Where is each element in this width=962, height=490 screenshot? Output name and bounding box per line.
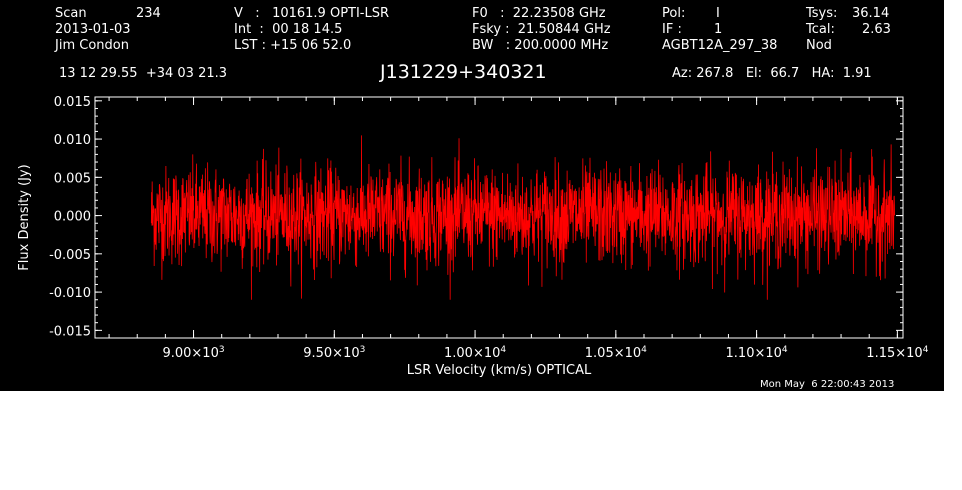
y-axis-label: Flux Density (Jy) xyxy=(17,164,32,270)
x-tick-label: 9.50×103 xyxy=(303,345,365,361)
y-tick-label: 0.015 xyxy=(54,95,91,110)
y-tick-label: -0.015 xyxy=(49,324,91,339)
plot-area: 0.015 0.010 0.005 0.000 -0.005 -0.010 -0.015 9.… xyxy=(17,95,929,378)
x-tick-label: 1.05×104 xyxy=(585,345,647,361)
tcal-value: 2.63 xyxy=(862,22,891,37)
tsys-label: Tsys: xyxy=(806,6,838,21)
y-tick-label: -0.005 xyxy=(49,248,91,263)
plot-frame xyxy=(94,96,904,339)
pol-label: Pol: xyxy=(662,6,686,21)
observer-text: Jim Condon xyxy=(55,38,129,53)
tsys-value: 36.14 xyxy=(852,6,890,21)
y-tick-label: 0.005 xyxy=(54,171,91,186)
spectrum-line xyxy=(150,135,895,300)
tcal-label: Tcal: xyxy=(806,22,835,37)
az-el-ha-text: Az: 267.8 El: 66.7 HA: 1.91 xyxy=(672,66,872,81)
plot-panel: Scan 234 2013-01-03 Jim Condon V : 10161… xyxy=(0,0,944,391)
if-value: 1 xyxy=(714,22,723,37)
timestamp-text: Mon May 6 22:00:43 2013 xyxy=(760,379,895,390)
y-tick-label: 0.000 xyxy=(54,210,91,225)
integration-text: Int : 00 18 14.5 xyxy=(234,22,343,37)
f0-text: F0 : 22.23508 GHz xyxy=(472,6,606,21)
y-tick-label: 0.010 xyxy=(54,133,91,148)
velocity-text: V : 10161.9 OPTI-LSR xyxy=(234,6,390,21)
lst-text: LST : +15 06 52.0 xyxy=(234,38,352,53)
coordinates-text: 13 12 29.55 +34 03 21.3 xyxy=(59,66,228,81)
if-label: IF : xyxy=(662,22,682,37)
x-tick-label: 1.10×104 xyxy=(726,345,788,361)
source-title: J131229+340321 xyxy=(380,61,547,83)
x-tick-label: 9.00×103 xyxy=(162,345,224,361)
y-tick-label: -0.010 xyxy=(49,286,91,301)
x-tick-label: 1.15×104 xyxy=(866,345,928,361)
spectrum-chart: 0.015 0.010 0.005 0.000 -0.005 -0.010 -0.015 9.… xyxy=(17,95,929,378)
x-tick-label: 1.00×104 xyxy=(444,345,506,361)
fsky-text: Fsky : 21.50844 GHz xyxy=(472,22,611,37)
scan-label: Scan xyxy=(55,6,87,21)
x-axis-label: LSR Velocity (km/s) OPTICAL xyxy=(407,363,592,378)
bw-text: BW : 200.0000 MHz xyxy=(472,38,609,53)
project-text: AGBT12A_297_38 xyxy=(662,38,778,53)
scan-value: 234 xyxy=(136,6,161,21)
pol-value: I xyxy=(716,6,720,21)
procedure-text: Nod xyxy=(806,38,832,53)
date-text: 2013-01-03 xyxy=(55,22,131,37)
